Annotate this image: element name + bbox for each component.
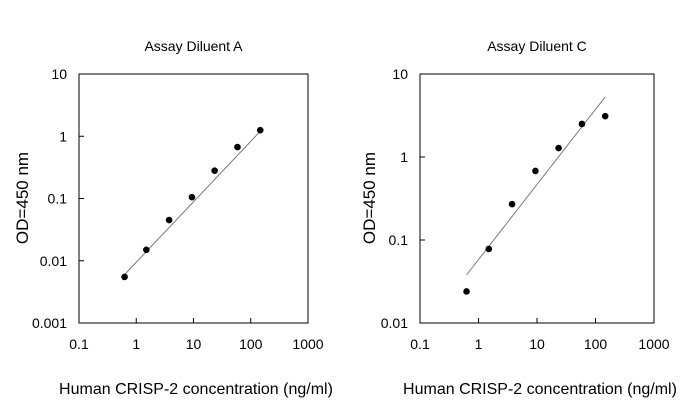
y-tick-label: 0.01 [40,253,67,269]
y-axis-label: OD=450 nm [360,152,379,244]
x-tick-label: 100 [239,336,263,352]
x-tick-label: 0.1 [69,336,89,352]
x-axis: 0.1 1 10 100 1000 [410,318,670,352]
chart-panel-diluent-a: Assay Diluent A Human CRISP-2 concentrat… [13,38,333,398]
x-tick-label: 10 [186,336,202,352]
y-tick-label: 1 [400,149,408,165]
x-axis: 0.1 1 10 100 1000 [69,318,324,352]
data-point [555,144,562,152]
x-axis-label: Human CRISP-2 concentration (ng/ml) [59,381,333,398]
data-point [508,200,516,208]
data-point [485,245,493,253]
chart-panel-diluent-c: Assay Diluent C Human CRISP-2 concentrat… [360,38,677,398]
y-tick-label: 10 [392,66,408,82]
x-tick-label: 1 [475,336,483,352]
data-point [121,273,128,281]
data-point [532,167,539,175]
data-point [256,126,264,134]
x-axis-label: Human CRISP-2 concentration (ng/ml) [403,381,677,398]
chart-title: Assay Diluent A [144,38,243,54]
y-axis: 0.01 0.1 1 10 [381,66,425,331]
y-axis-label: OD=450 nm [13,152,32,244]
plot-frame [419,73,655,324]
y-tick-label: 0.1 [389,232,409,248]
y-tick-label: 0.01 [381,315,408,331]
data-point [188,193,196,201]
x-tick-label: 100 [584,336,608,352]
fit-line [124,130,261,275]
x-tick-label: 1000 [638,336,669,352]
data-point [211,167,218,174]
data-point [578,120,586,128]
x-tick-label: 1 [132,336,140,352]
data-point [601,112,609,120]
y-tick-label: 1 [59,128,67,144]
y-tick-label: 0.1 [48,191,68,207]
data-points [121,126,264,281]
data-point [463,288,470,295]
chart-title: Assay Diluent C [487,38,587,54]
x-tick-label: 1000 [292,336,323,352]
data-point [234,143,241,151]
x-tick-label: 0.1 [410,336,430,352]
y-axis: 0.001 0.01 0.1 1 10 [32,66,84,331]
x-tick-label: 10 [529,336,545,352]
y-tick-label: 10 [51,66,67,82]
data-points [463,112,609,295]
data-point [165,216,173,224]
data-point [143,246,150,254]
y-tick-label: 0.001 [32,315,67,331]
